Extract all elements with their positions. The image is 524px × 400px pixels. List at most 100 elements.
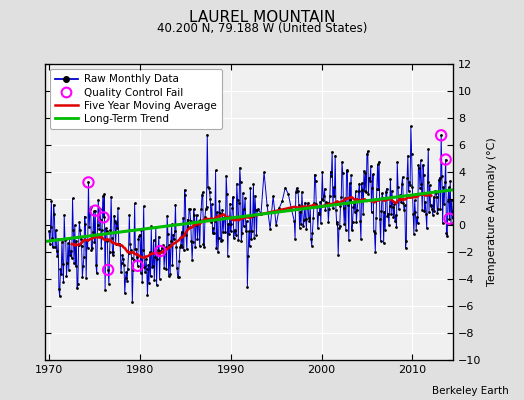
Point: [388, 188, 396, 194]
Point: [115, 241, 124, 247]
Point: [430, 208, 439, 214]
Point: [161, 250, 169, 256]
Point: [293, 188, 301, 194]
Point: [146, 273, 155, 280]
Point: [422, 225, 431, 231]
Point: [313, 204, 321, 210]
Point: [104, 267, 112, 273]
Point: [129, 257, 138, 264]
Point: [201, 214, 209, 220]
Point: [343, 166, 352, 173]
Point: [130, 200, 139, 206]
Point: [401, 202, 409, 208]
Point: [381, 226, 389, 233]
Point: [361, 188, 369, 194]
Point: [347, 227, 356, 233]
Point: [374, 186, 383, 192]
Point: [403, 174, 411, 181]
Point: [221, 214, 229, 221]
Point: [88, 245, 96, 251]
Point: [331, 152, 340, 159]
Point: [59, 261, 67, 267]
Point: [163, 212, 171, 219]
Point: [220, 214, 228, 221]
Point: [187, 238, 195, 244]
Point: [178, 244, 187, 250]
Point: [310, 200, 318, 207]
Point: [136, 232, 144, 238]
Point: [438, 172, 446, 179]
Point: [124, 249, 133, 256]
Point: [367, 209, 376, 216]
Point: [232, 232, 240, 238]
Point: [61, 237, 69, 243]
Point: [209, 230, 217, 236]
Point: [82, 275, 90, 281]
Point: [427, 203, 435, 209]
Point: [96, 217, 105, 224]
Point: [444, 198, 452, 204]
Point: [100, 214, 108, 220]
Y-axis label: Temperature Anomaly (°C): Temperature Anomaly (°C): [487, 138, 497, 286]
Point: [299, 223, 308, 230]
Point: [121, 290, 129, 296]
Point: [305, 217, 314, 224]
Point: [71, 222, 79, 228]
Point: [49, 244, 57, 251]
Point: [431, 188, 439, 194]
Point: [408, 150, 416, 157]
Text: Berkeley Earth: Berkeley Earth: [432, 386, 508, 396]
Point: [266, 226, 274, 232]
Point: [94, 197, 103, 203]
Point: [385, 222, 393, 228]
Point: [327, 173, 335, 179]
Point: [401, 244, 410, 251]
Point: [241, 194, 249, 201]
Point: [425, 209, 433, 215]
Point: [378, 190, 386, 197]
Point: [387, 211, 396, 218]
Point: [97, 245, 105, 251]
Point: [236, 164, 244, 171]
Point: [92, 262, 100, 269]
Point: [86, 204, 95, 210]
Point: [98, 226, 106, 233]
Point: [229, 194, 237, 200]
Point: [207, 219, 215, 225]
Point: [251, 192, 259, 199]
Point: [444, 184, 453, 190]
Point: [281, 184, 289, 191]
Point: [354, 187, 363, 194]
Point: [272, 222, 280, 229]
Point: [301, 199, 309, 206]
Point: [170, 228, 179, 234]
Point: [376, 216, 384, 223]
Point: [188, 257, 196, 263]
Point: [163, 231, 172, 237]
Point: [409, 210, 417, 217]
Point: [324, 218, 333, 225]
Point: [263, 202, 271, 208]
Point: [386, 203, 394, 209]
Point: [396, 195, 405, 202]
Point: [167, 238, 175, 244]
Point: [420, 172, 428, 178]
Point: [199, 189, 207, 196]
Point: [214, 249, 222, 256]
Point: [388, 204, 397, 210]
Point: [116, 242, 124, 249]
Point: [253, 206, 261, 213]
Point: [74, 242, 83, 249]
Point: [440, 201, 449, 208]
Point: [447, 220, 455, 227]
Point: [122, 274, 130, 281]
Point: [138, 279, 146, 286]
Point: [257, 211, 265, 217]
Point: [299, 204, 307, 211]
Point: [72, 238, 81, 244]
Point: [189, 238, 197, 245]
Point: [99, 193, 107, 199]
Point: [290, 218, 299, 224]
Point: [202, 206, 210, 212]
Point: [313, 225, 322, 232]
